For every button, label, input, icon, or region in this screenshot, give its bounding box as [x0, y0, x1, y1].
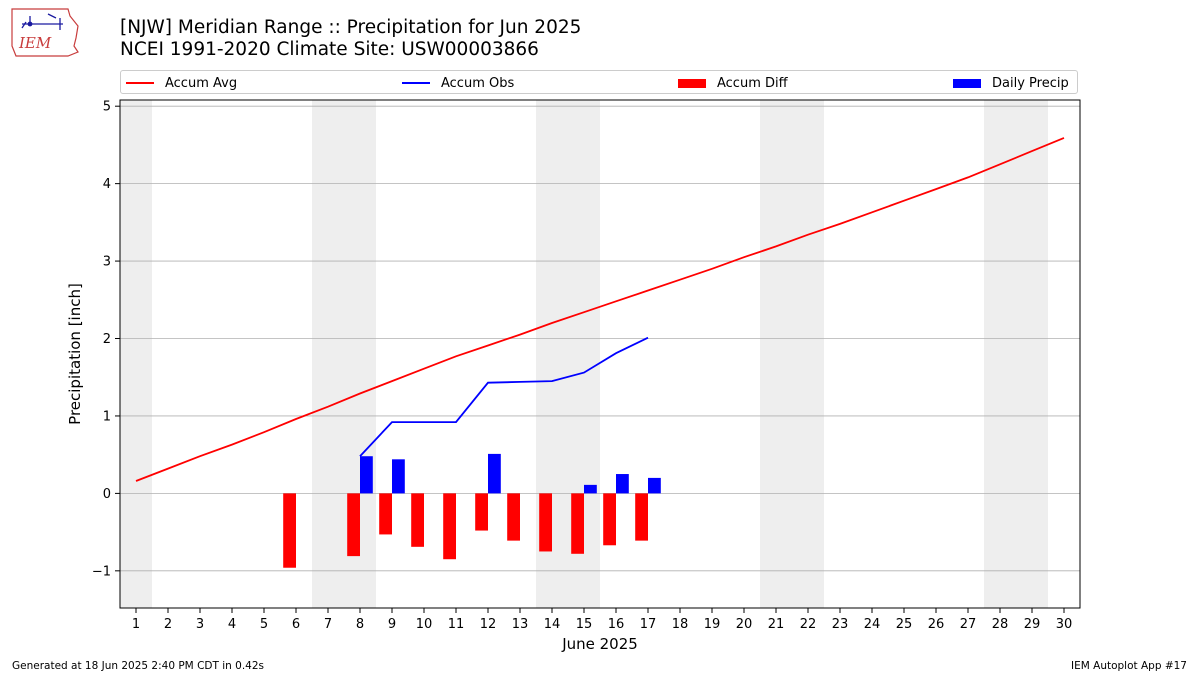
accum-diff-bar	[539, 493, 552, 552]
weekend-band	[984, 100, 1016, 608]
y-tick-label: 2	[103, 332, 111, 347]
legend-item-daily-precip: Daily Precip	[953, 74, 1069, 92]
y-tick-label: 1	[103, 409, 111, 424]
accum-diff-bar	[603, 493, 616, 546]
daily-precip-bar	[488, 453, 501, 494]
x-tick-label: 7	[324, 617, 332, 632]
x-axis-label: June 2025	[561, 635, 638, 653]
x-tick-label: 25	[896, 617, 913, 632]
footer-generated-text: Generated at 18 Jun 2025 2:40 PM CDT in …	[12, 660, 265, 672]
daily-precip-bar	[584, 484, 597, 494]
svg-text:IEM: IEM	[18, 34, 52, 52]
y-tick-label: 3	[103, 255, 111, 270]
chart-title: [NJW] Meridian Range :: Precipitation fo…	[120, 17, 582, 38]
plot-frame	[119, 99, 1081, 609]
x-tick-label: 17	[640, 617, 657, 632]
legend-item-accum-avg: Accum Avg	[126, 74, 237, 92]
x-tick-label: 13	[512, 617, 529, 632]
y-tick-label: 5	[103, 100, 111, 115]
daily-precip-bar	[648, 477, 661, 494]
x-tick-label: 20	[736, 617, 753, 632]
legend-swatch-accum-avg	[126, 82, 154, 84]
x-tick-label: 9	[388, 617, 396, 632]
accum-diff-bar	[283, 493, 296, 568]
accum-diff-bar	[443, 493, 456, 560]
x-tick-label: 19	[704, 617, 721, 632]
x-tick-label: 6	[292, 617, 300, 632]
chart-title-block: [NJW] Meridian Range :: Precipitation fo…	[120, 17, 581, 61]
weekend-band	[792, 100, 824, 608]
footer-app-label: IEM Autoplot App #17	[1071, 660, 1187, 672]
x-tick-label: 8	[356, 617, 364, 632]
y-axis-label: Precipitation [inch]	[66, 283, 84, 425]
x-tick-label: 4	[228, 617, 236, 632]
x-tick-label: 26	[928, 617, 945, 632]
legend-label-accum-diff: Accum Diff	[717, 75, 788, 91]
x-tick-label: 12	[480, 617, 497, 632]
x-tick-label: 30	[1056, 617, 1073, 632]
x-tick-label: 23	[832, 617, 849, 632]
x-tick-label: 2	[164, 617, 172, 632]
daily-precip-bar	[392, 459, 405, 494]
accum-diff-bar	[635, 493, 648, 541]
x-tick-label: 15	[576, 617, 593, 632]
legend-swatch-accum-diff	[678, 78, 706, 88]
x-tick-label: 5	[260, 617, 268, 632]
legend-swatch-daily-precip	[953, 78, 981, 88]
accum-diff-bar	[475, 493, 488, 531]
accum-diff-bar	[347, 493, 360, 557]
legend-item-accum-diff: Accum Diff	[678, 74, 788, 92]
x-tick-label: 22	[800, 617, 817, 632]
x-tick-label: 3	[196, 617, 204, 632]
x-tick-label: 18	[672, 617, 689, 632]
legend-label-accum-avg: Accum Avg	[165, 75, 238, 91]
chart-subtitle: NCEI 1991-2020 Climate Site: USW00003866	[120, 39, 539, 60]
daily-precip-bar	[616, 474, 629, 494]
x-tick-label: 14	[544, 617, 561, 632]
x-tick-label: 21	[768, 617, 785, 632]
x-tick-label: 11	[448, 617, 465, 632]
accum-diff-bar	[411, 493, 424, 547]
y-tick-label: 4	[103, 177, 111, 192]
accum-avg-line	[135, 137, 1065, 482]
weekend-band	[760, 100, 792, 608]
x-tick-label: 27	[960, 617, 977, 632]
daily-precip-bar	[360, 456, 373, 494]
accum-obs-line	[359, 336, 649, 457]
y-tick-label: −1	[92, 564, 111, 579]
accum-diff-bar	[571, 493, 584, 554]
legend-swatch-accum-obs	[402, 82, 430, 84]
weekend-band	[1016, 100, 1048, 608]
chart-legend: Accum Avg Accum Obs Accum Diff Daily Pre…	[120, 70, 1078, 94]
x-tick-label: 1	[132, 617, 140, 632]
x-tick-label: 24	[864, 617, 881, 632]
accum-diff-bar	[379, 493, 392, 535]
iem-logo: IEM	[11, 8, 79, 57]
y-tick-label: 0	[103, 487, 111, 502]
legend-label-accum-obs: Accum Obs	[441, 75, 515, 91]
weekend-band	[120, 100, 152, 608]
legend-item-accum-obs: Accum Obs	[402, 74, 514, 92]
accum-diff-bar	[507, 493, 520, 541]
x-tick-label: 28	[992, 617, 1009, 632]
weekend-band	[312, 100, 344, 608]
x-tick-label: 29	[1024, 617, 1041, 632]
x-tick-label: 10	[416, 617, 433, 632]
legend-label-daily-precip: Daily Precip	[992, 75, 1069, 91]
x-tick-label: 16	[608, 617, 625, 632]
